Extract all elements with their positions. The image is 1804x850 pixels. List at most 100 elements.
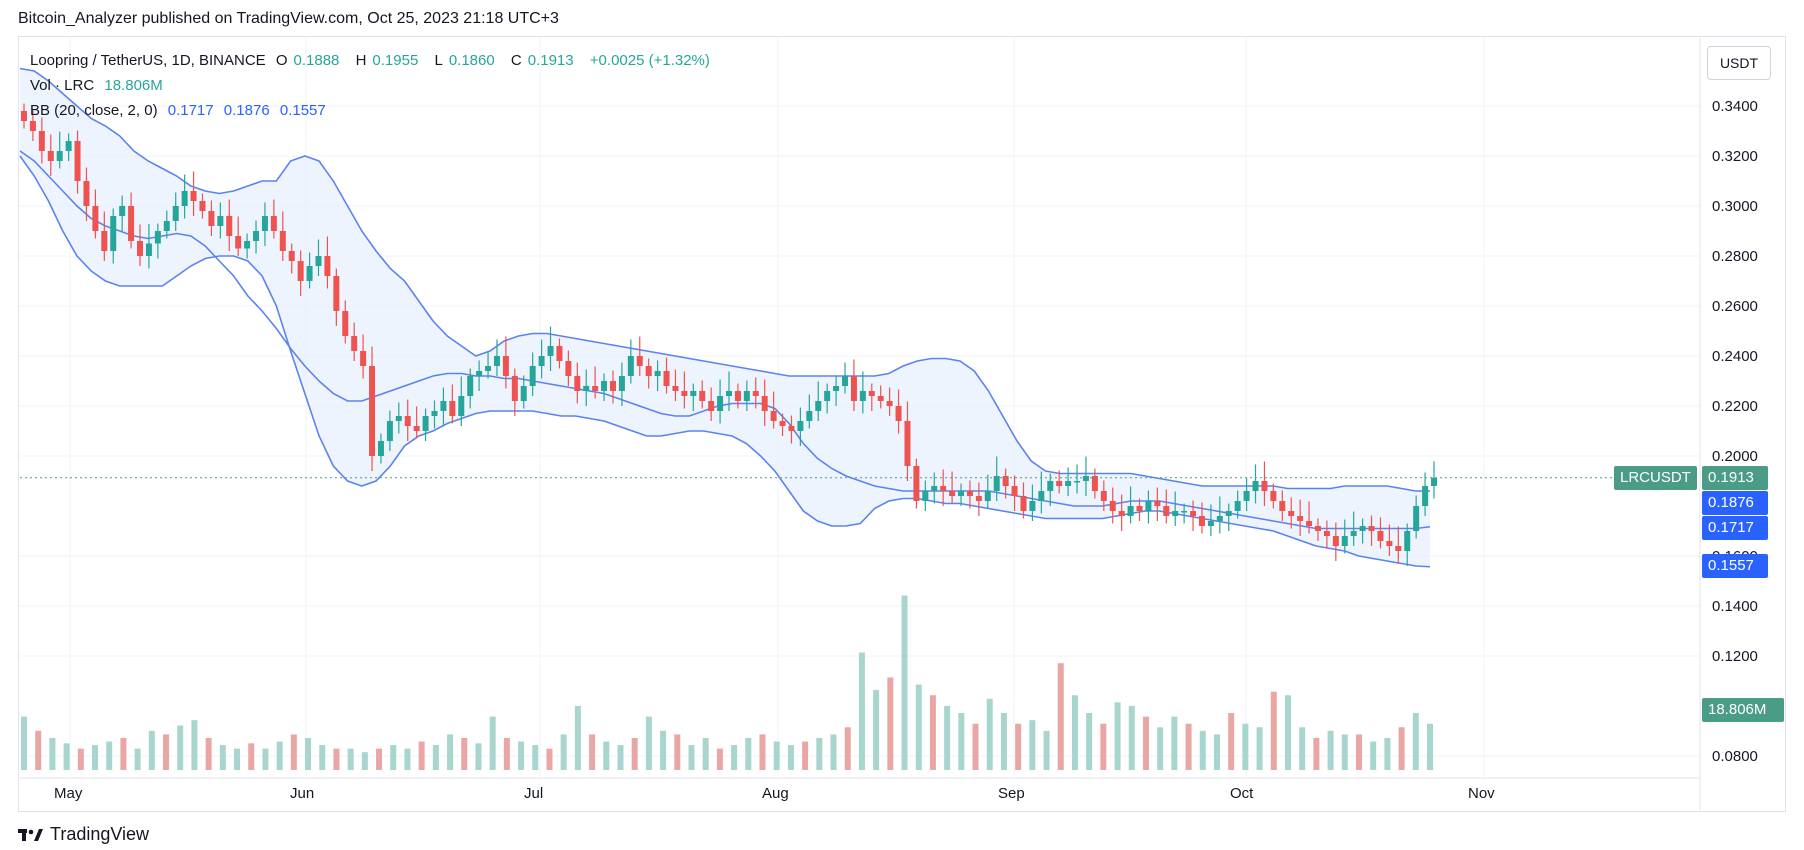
candle-body bbox=[645, 366, 652, 376]
volume-bar bbox=[35, 730, 42, 770]
volume-bar bbox=[787, 745, 794, 770]
volume-bar bbox=[1114, 702, 1121, 770]
volume-bar bbox=[617, 745, 624, 770]
legend-symbol[interactable]: Loopring / TetherUS, 1D, BINANCE bbox=[30, 52, 266, 69]
candle-body bbox=[440, 401, 447, 411]
volume-bar bbox=[660, 730, 667, 770]
bb-upper-tag: 0.1876 bbox=[1702, 491, 1768, 515]
candle-body bbox=[1011, 486, 1018, 496]
candle-body bbox=[627, 356, 634, 376]
candle-body bbox=[261, 216, 268, 231]
volume-bar bbox=[1242, 723, 1249, 770]
candle-body bbox=[815, 401, 822, 411]
volume-bar bbox=[205, 737, 212, 770]
candle-body bbox=[467, 376, 474, 396]
candle-body bbox=[422, 416, 429, 431]
candle-body bbox=[163, 221, 170, 231]
volume-bar bbox=[518, 741, 525, 770]
volume-bar bbox=[589, 734, 596, 770]
candle-body bbox=[547, 346, 554, 356]
volume-bar bbox=[1299, 727, 1306, 770]
volume-bar bbox=[1185, 723, 1192, 770]
volume-bar bbox=[63, 743, 70, 770]
candle-body bbox=[556, 346, 563, 361]
volume-bar bbox=[1057, 663, 1064, 770]
candle-body bbox=[1270, 491, 1277, 501]
candle-body bbox=[949, 491, 956, 496]
volume-bar bbox=[418, 741, 425, 770]
candle-body bbox=[877, 396, 884, 401]
time-tick-label: May bbox=[54, 785, 83, 802]
candle-body bbox=[699, 391, 706, 401]
candle-body bbox=[485, 366, 492, 371]
candle-body bbox=[663, 371, 670, 386]
price-tick-label: 0.2600 bbox=[1712, 298, 1758, 315]
legend-close: 0.1913 bbox=[527, 52, 574, 69]
candle-body bbox=[360, 351, 367, 366]
candle-body bbox=[1091, 476, 1098, 491]
candle-body bbox=[56, 151, 63, 161]
volume-bar bbox=[1213, 734, 1220, 770]
candle-body bbox=[1368, 526, 1375, 531]
candle-body bbox=[779, 421, 786, 426]
footer-brand[interactable]: TradingView bbox=[50, 824, 150, 844]
candle-body bbox=[1065, 481, 1072, 486]
candle-body bbox=[351, 336, 358, 351]
bb-basis-line bbox=[19, 150, 1431, 530]
candle-body bbox=[850, 376, 857, 401]
candle-body bbox=[1350, 531, 1357, 536]
candle-body bbox=[217, 216, 224, 226]
candle-body bbox=[1386, 541, 1393, 546]
volume-bar bbox=[1284, 695, 1291, 770]
volume-bar bbox=[873, 689, 880, 770]
candle-body bbox=[806, 411, 813, 421]
price-tick-label: 0.1400 bbox=[1712, 598, 1758, 615]
candle-body bbox=[1261, 481, 1268, 491]
chart-frame[interactable] bbox=[18, 36, 1786, 812]
candle-body bbox=[708, 401, 715, 411]
candle-body bbox=[761, 396, 768, 411]
volume-bar bbox=[844, 727, 851, 770]
volume-bar bbox=[21, 716, 27, 770]
volume-bar bbox=[276, 741, 283, 770]
candle-body bbox=[38, 131, 45, 151]
volume-bar bbox=[1029, 720, 1036, 770]
volume-bar bbox=[546, 748, 553, 770]
volume-bar bbox=[262, 748, 269, 770]
candle-body bbox=[538, 356, 545, 366]
currency-selector[interactable]: USDT bbox=[1707, 46, 1771, 80]
time-tick-label: Aug bbox=[762, 785, 789, 802]
legend-high: 0.1955 bbox=[372, 52, 419, 69]
candle-body bbox=[1118, 511, 1125, 516]
volume-bar bbox=[49, 737, 56, 770]
candle-body bbox=[931, 486, 938, 491]
candle-body bbox=[529, 366, 536, 386]
volume-bar bbox=[1228, 713, 1235, 770]
legend-bb-label[interactable]: BB (20, close, 2, 0) bbox=[30, 102, 158, 119]
candle-body bbox=[1163, 506, 1170, 516]
candle-body bbox=[110, 216, 117, 251]
volume-bar bbox=[1384, 737, 1391, 770]
time-tick-label: Sep bbox=[998, 785, 1025, 802]
candle-body bbox=[681, 391, 688, 396]
candle-body bbox=[797, 421, 804, 431]
volume-bar bbox=[319, 745, 326, 770]
candle-body bbox=[1100, 491, 1107, 501]
candle-body bbox=[235, 236, 242, 249]
candle-body bbox=[993, 476, 1000, 491]
volume-bar bbox=[574, 705, 581, 770]
candle-body bbox=[601, 381, 608, 391]
volume-bar bbox=[1086, 713, 1093, 770]
volume-bar bbox=[475, 743, 482, 770]
candle-body bbox=[493, 356, 500, 366]
candle-body bbox=[788, 426, 795, 431]
volume-bar bbox=[1043, 730, 1050, 770]
candle-body bbox=[208, 211, 215, 226]
volume-bar bbox=[901, 595, 908, 770]
candle-body bbox=[226, 216, 233, 236]
legend-vol-label[interactable]: Vol · LRC bbox=[30, 77, 95, 94]
candle-body bbox=[1127, 506, 1134, 516]
legend-volume-row: Vol · LRC 18.806M bbox=[30, 73, 716, 98]
candle-body bbox=[1431, 477, 1437, 486]
